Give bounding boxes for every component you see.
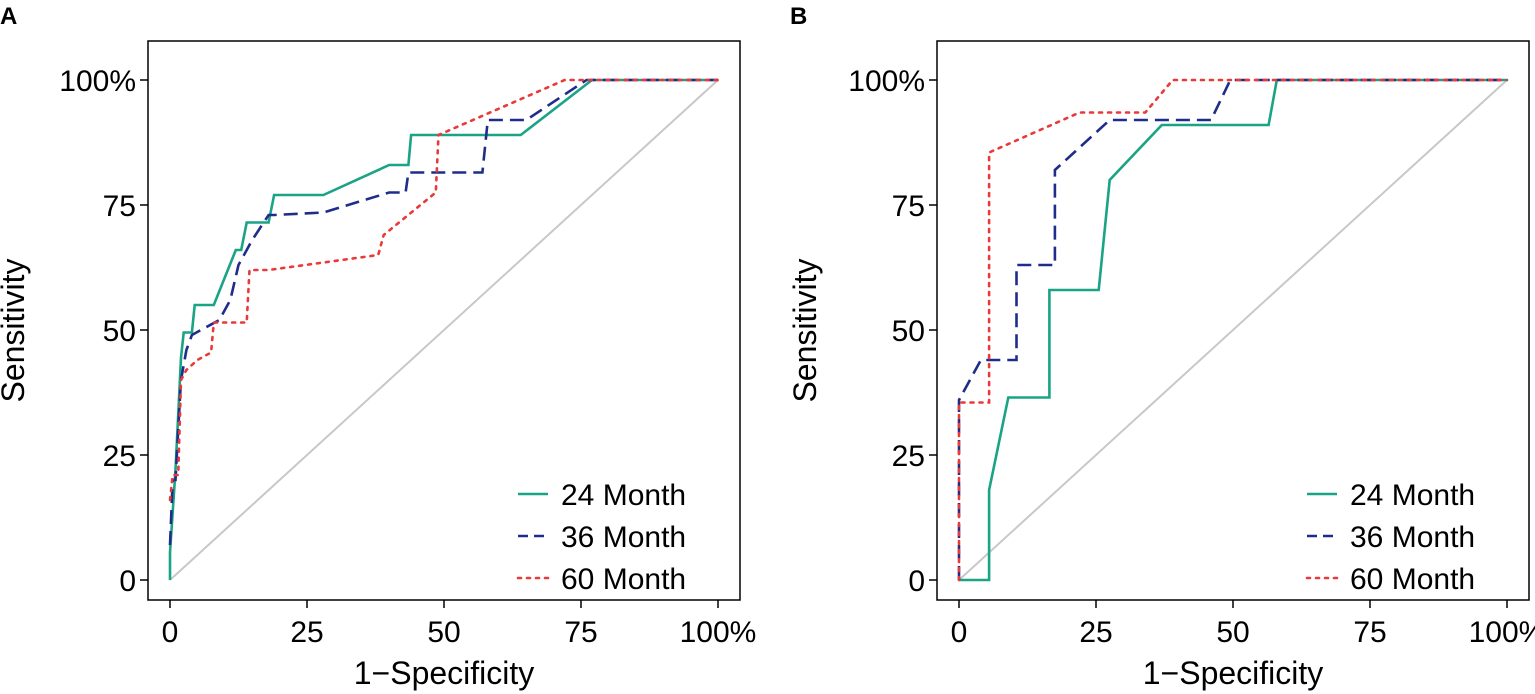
y-axis-title: Sensitivity [0, 258, 31, 402]
panel-letter: B [790, 3, 807, 30]
legend-label: 60 Month [1350, 563, 1475, 596]
legend-label: 24 Month [1350, 479, 1475, 512]
panel-letter: A [0, 3, 17, 30]
chart-panel-a: A 0 25 50 75 100% 0 25 50 75 100% 1−Specificity Sens… [0, 3, 756, 691]
chart-panel-b: B 0 25 50 75 100% 0 25 50 75 100% 1−Specificity Sens… [787, 3, 1535, 691]
legend-label: 60 Month [561, 563, 686, 596]
series-line-36-month [168, 78, 718, 546]
series-line-24-month [168, 78, 718, 580]
x-tick-label: 25 [290, 616, 323, 649]
x-tick-label: 50 [1216, 616, 1249, 649]
legend: 24 Month 36 Month 60 Month [516, 479, 686, 596]
plot-frame [147, 40, 741, 601]
series-line-24-month [959, 78, 1507, 582]
x-axis-title: 1−Specificity [1143, 655, 1324, 691]
legend-label: 24 Month [561, 479, 686, 512]
y-tick-label: 50 [892, 315, 925, 348]
reference-diagonal-line [169, 79, 719, 581]
x-tick-label: 75 [564, 616, 597, 649]
x-tick-label: 100% [1469, 616, 1535, 649]
y-tick-label: 50 [103, 315, 136, 348]
y-tick-label: 100% [848, 65, 925, 98]
legend: 24 Month 36 Month 60 Month [1305, 479, 1475, 596]
x-axis-title: 1−Specificity [354, 655, 535, 691]
series-line-60-month [957, 78, 1509, 582]
y-axis-title: Sensitivity [787, 258, 823, 402]
y-tick-label: 75 [892, 190, 925, 223]
legend-label: 36 Month [1350, 521, 1475, 554]
x-tick-label: 100% [680, 616, 757, 649]
legend-label: 36 Month [561, 521, 686, 554]
y-tick-label: 0 [119, 565, 136, 598]
x-tick-label: 0 [951, 616, 968, 649]
reference-diagonal-line [958, 79, 1508, 581]
y-tick-label: 25 [103, 440, 136, 473]
series-line-60-month [168, 78, 720, 502]
x-tick-label: 50 [427, 616, 460, 649]
x-tick-label: 75 [1353, 616, 1386, 649]
y-tick-label: 100% [59, 65, 136, 98]
x-tick-label: 25 [1079, 616, 1112, 649]
y-tick-label: 0 [908, 565, 925, 598]
series-line-36-month [957, 78, 1507, 580]
y-tick-label: 75 [103, 190, 136, 223]
x-tick-label: 0 [162, 616, 179, 649]
y-tick-label: 25 [892, 440, 925, 473]
